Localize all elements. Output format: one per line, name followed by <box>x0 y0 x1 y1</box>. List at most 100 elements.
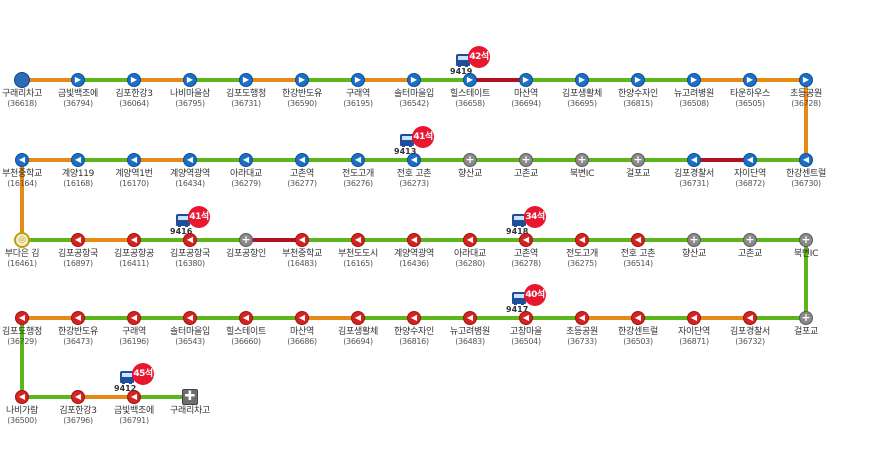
stop-marker[interactable]: ◀ <box>799 153 813 167</box>
stop-marker[interactable]: ◀ <box>687 311 701 325</box>
bus-plate-number: 9416 <box>170 227 193 236</box>
stop-code: (16170) <box>119 179 149 188</box>
stop-code: (36508) <box>679 99 709 108</box>
stop-marker[interactable]: ▶ <box>519 73 533 87</box>
stop-marker[interactable]: ◀ <box>127 311 141 325</box>
pass-through-stop-marker[interactable]: + <box>631 153 645 167</box>
stop-marker[interactable]: ◀ <box>183 311 197 325</box>
stop-code: (36872) <box>735 179 765 188</box>
stop-marker[interactable]: ◀ <box>407 233 421 247</box>
stop-name: 전도고개 <box>342 169 374 179</box>
route-segment <box>358 238 414 242</box>
start-stop-marker[interactable] <box>14 72 30 88</box>
stop-marker[interactable]: ◀ <box>575 311 589 325</box>
pass-through-stop-marker[interactable]: + <box>687 233 701 247</box>
stop-name: 전호 고촌 <box>620 249 656 259</box>
stop-marker[interactable]: ◀ <box>743 153 757 167</box>
bus-marker[interactable]: 42석 9419 <box>448 46 492 76</box>
stop-marker[interactable]: ◀ <box>295 233 309 247</box>
stop-label: 향산교 <box>430 169 510 179</box>
stop-marker[interactable]: ◀ <box>15 311 29 325</box>
stop-marker[interactable]: ◀ <box>743 311 757 325</box>
pass-through-stop-marker[interactable]: + <box>743 233 757 247</box>
stop-marker[interactable]: ▶ <box>71 73 85 87</box>
stop-marker[interactable]: ▶ <box>575 73 589 87</box>
stop-marker[interactable]: ◀ <box>71 233 85 247</box>
stop-marker[interactable]: ◀ <box>463 233 477 247</box>
stop-marker[interactable]: ▶ <box>295 73 309 87</box>
arrow-left-icon: ◀ <box>690 313 698 322</box>
stop-code: (16168) <box>63 179 93 188</box>
stop-marker[interactable]: ◀ <box>575 233 589 247</box>
stop-label: 김포공항인 <box>206 249 286 259</box>
stop-marker[interactable]: ◀ <box>407 153 421 167</box>
stop-name: 고촌역 <box>514 249 538 259</box>
arrow-left-icon: ◀ <box>634 313 642 322</box>
stop-marker[interactable]: ◀ <box>295 311 309 325</box>
pass-through-stop-marker[interactable]: + <box>799 311 813 325</box>
route-segment <box>302 316 358 320</box>
stop-marker[interactable]: ◀ <box>239 311 253 325</box>
stop-name: 향산교 <box>458 169 482 179</box>
arrow-left-icon: ◀ <box>186 155 194 164</box>
arrow-right-icon: ▶ <box>690 75 698 84</box>
stop-marker[interactable]: ◀ <box>71 390 85 404</box>
route-segment <box>20 160 24 240</box>
bus-marker[interactable]: 41석 9416 <box>168 206 212 236</box>
stop-marker[interactable]: ◀ <box>295 153 309 167</box>
route-segment <box>358 316 414 320</box>
stop-label: 구래리차고 (36618) <box>0 89 62 108</box>
pass-through-stop-marker[interactable]: + <box>239 233 253 247</box>
stop-marker[interactable]: ◀ <box>687 153 701 167</box>
stop-marker[interactable]: ▶ <box>687 73 701 87</box>
stop-marker[interactable]: ◀ <box>351 233 365 247</box>
stop-marker[interactable]: ◀ <box>127 153 141 167</box>
stop-marker[interactable]: ◀ <box>519 233 533 247</box>
route-segment <box>526 316 582 320</box>
bus-marker[interactable]: 40석 9417 <box>504 284 548 314</box>
stop-marker[interactable]: ◀ <box>127 233 141 247</box>
stop-marker[interactable]: ◀ <box>71 153 85 167</box>
stop-marker[interactable]: ◀ <box>463 311 477 325</box>
stop-marker[interactable]: ◀ <box>71 311 85 325</box>
end-stop-marker[interactable]: ✚ <box>182 389 198 405</box>
stop-name: 김포도행정 <box>2 327 42 337</box>
stop-marker[interactable]: ▶ <box>743 73 757 87</box>
pass-through-stop-marker[interactable]: + <box>519 153 533 167</box>
turnaround-stop-marker[interactable]: ◎ <box>14 232 30 248</box>
stop-marker[interactable]: ▶ <box>127 73 141 87</box>
pass-through-stop-marker[interactable]: + <box>799 233 813 247</box>
bus-marker[interactable]: 41석 9413 <box>392 126 436 156</box>
stop-marker[interactable]: ▶ <box>463 73 477 87</box>
stop-marker[interactable]: ◀ <box>15 390 29 404</box>
stop-marker[interactable]: ◀ <box>351 153 365 167</box>
stop-marker[interactable]: ▶ <box>631 73 645 87</box>
stop-code: (36500) <box>7 416 37 425</box>
stop-marker[interactable]: ◀ <box>351 311 365 325</box>
stop-label: 부다은 김 (16461) <box>0 249 62 268</box>
stop-marker[interactable]: ◀ <box>519 311 533 325</box>
stop-marker[interactable]: ◀ <box>127 390 141 404</box>
route-segment <box>78 238 134 242</box>
stop-marker[interactable]: ◀ <box>183 153 197 167</box>
stop-marker[interactable]: ◀ <box>239 153 253 167</box>
stop-marker[interactable]: ◀ <box>631 311 645 325</box>
route-segment <box>22 158 78 162</box>
stop-code: (16436) <box>399 259 429 268</box>
stop-marker[interactable]: ▶ <box>351 73 365 87</box>
stop-label: 고촌역 (36277) <box>262 169 342 188</box>
stop-marker[interactable]: ▶ <box>183 73 197 87</box>
bus-marker[interactable]: 45석 9412 <box>112 363 156 393</box>
stop-marker[interactable]: ▶ <box>407 73 421 87</box>
pass-through-stop-marker[interactable]: + <box>463 153 477 167</box>
stop-marker[interactable]: ▶ <box>799 73 813 87</box>
stop-marker[interactable]: ▶ <box>239 73 253 87</box>
stop-marker[interactable]: ◀ <box>407 311 421 325</box>
arrow-right-icon: ▶ <box>578 75 586 84</box>
bus-marker[interactable]: 34석 9418 <box>504 206 548 236</box>
stop-marker[interactable]: ◀ <box>15 153 29 167</box>
stop-label: 솔터마을입 (36543) <box>150 327 230 346</box>
pass-through-stop-marker[interactable]: + <box>575 153 589 167</box>
stop-marker[interactable]: ◀ <box>631 233 645 247</box>
stop-marker[interactable]: ◀ <box>183 233 197 247</box>
